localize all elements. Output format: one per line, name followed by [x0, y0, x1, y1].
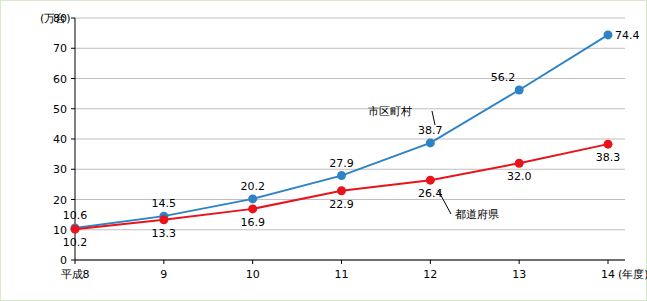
tick-mark [252, 260, 253, 264]
background [1, 1, 647, 301]
tick-mark [71, 18, 75, 19]
series-line [75, 35, 608, 228]
tick-mark [608, 260, 609, 264]
plot-marks [71, 30, 613, 233]
tick-mark [71, 260, 75, 261]
data-label: 10.2 [63, 236, 88, 249]
data-point [604, 140, 613, 149]
tick-mark [519, 260, 520, 264]
x-axis-label: (年度) [618, 268, 647, 281]
data-point [248, 204, 257, 213]
tick-mark [71, 199, 75, 200]
data-label: 22.9 [329, 198, 354, 211]
data-point [604, 30, 613, 39]
series-name: 都道府県 [455, 208, 499, 221]
tick-label: 10 [246, 268, 260, 281]
data-point [515, 159, 524, 168]
tick-label: 14 [601, 268, 615, 281]
leader-line [432, 111, 435, 125]
tick-mark [71, 78, 75, 79]
tick-mark [430, 260, 431, 264]
tick-mark [71, 169, 75, 170]
series-name: 市区町村 [368, 105, 412, 118]
tick-label: 50 [53, 103, 67, 116]
data-label: 20.2 [240, 180, 265, 193]
data-label: 13.3 [152, 227, 177, 240]
data-point [71, 225, 80, 234]
grid-line [75, 78, 625, 79]
tick-mark [75, 260, 76, 264]
data-label: 14.5 [152, 197, 177, 210]
leader-line [438, 190, 451, 214]
data-label: 38.7 [418, 124, 443, 137]
tick-label: 20 [53, 194, 67, 207]
data-point [337, 171, 346, 180]
grid-line [75, 48, 625, 49]
data-label: 27.9 [329, 157, 354, 170]
data-label: 38.3 [596, 151, 621, 164]
data-point [426, 138, 435, 147]
tick-mark [163, 260, 164, 264]
tick-mark [71, 139, 75, 140]
tick-label: 13 [512, 268, 526, 281]
data-point [159, 215, 168, 224]
data-point [515, 85, 524, 94]
tick-label: 40 [53, 133, 67, 146]
x-axis [75, 260, 625, 261]
grid-line [75, 139, 625, 140]
data-label: 74.4 [615, 29, 640, 42]
tick-label: 平成8 [61, 268, 90, 281]
tick-mark [71, 48, 75, 49]
tick-label: 30 [53, 163, 67, 176]
tick-label: 70 [53, 42, 67, 55]
tick-label: 0 [60, 254, 67, 267]
data-label: 56.2 [491, 71, 516, 84]
data-point [337, 186, 346, 195]
tick-mark [341, 260, 342, 264]
grid-line [75, 108, 625, 109]
tick-label: 12 [423, 268, 437, 281]
data-label: 16.9 [240, 216, 265, 229]
data-label: 10.6 [63, 209, 88, 222]
data-label: 26.4 [418, 187, 443, 200]
tick-label: 11 [335, 268, 349, 281]
tick-label: 10 [53, 224, 67, 237]
y-axis-label: (万台) [40, 12, 71, 25]
grid-line [75, 260, 625, 261]
series-line [75, 144, 608, 229]
tick-label: 60 [53, 73, 67, 86]
grid-line [75, 18, 625, 19]
tick-label: 9 [160, 268, 167, 281]
data-point [248, 194, 257, 203]
tick-mark [71, 108, 75, 109]
data-label: 32.0 [507, 170, 532, 183]
data-point [426, 176, 435, 185]
